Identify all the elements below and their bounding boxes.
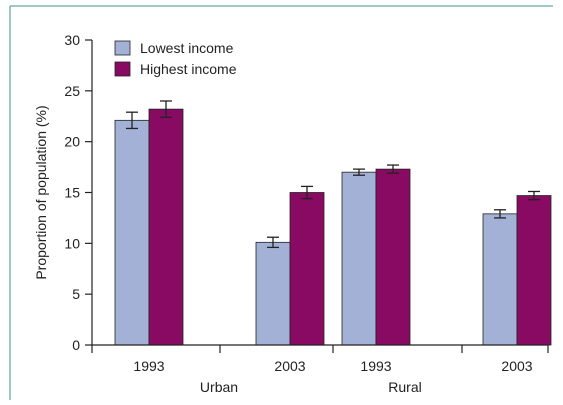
bars <box>114 108 552 346</box>
y-tick-label: 5 <box>72 286 80 302</box>
x-tick-label: 2003 <box>274 358 305 374</box>
x-tick-label: 2003 <box>501 358 532 374</box>
y-tick-label: 20 <box>64 134 80 150</box>
group-label: Urban <box>200 379 238 395</box>
x-tick-label: 1993 <box>360 358 391 374</box>
bar-highest-2 <box>375 168 411 346</box>
y-tick-label: 30 <box>64 32 80 48</box>
legend-swatch-0 <box>114 40 131 56</box>
legend: Lowest income Highest income <box>114 40 237 77</box>
y-axis-title: Proportion of population (%) <box>33 105 49 279</box>
y-tick-label: 10 <box>64 235 80 251</box>
y-tick-label: 0 <box>72 337 80 353</box>
bar-lowest-3 <box>482 213 518 346</box>
y-tick-label: 15 <box>64 185 80 201</box>
y-tick-label: 25 <box>64 83 80 99</box>
error-bars <box>126 100 540 249</box>
frame <box>9 5 553 400</box>
bar-highest-3 <box>516 195 552 346</box>
bar-lowest-0 <box>114 119 150 346</box>
legend-swatch-1 <box>114 61 131 77</box>
axes: 0 5 10 15 20 25 30 1993 2003 1993 2003 Urban Rural Pr… <box>33 32 549 395</box>
bar-lowest-2 <box>341 171 377 346</box>
legend-label: Highest income <box>140 61 237 77</box>
group-label: Rural <box>388 379 421 395</box>
x-tick-label: 1993 <box>133 358 164 374</box>
legend-label: Lowest income <box>140 40 234 56</box>
bar-highest-0 <box>148 108 184 346</box>
bar-lowest-1 <box>255 241 291 346</box>
bar-highest-1 <box>289 192 325 346</box>
